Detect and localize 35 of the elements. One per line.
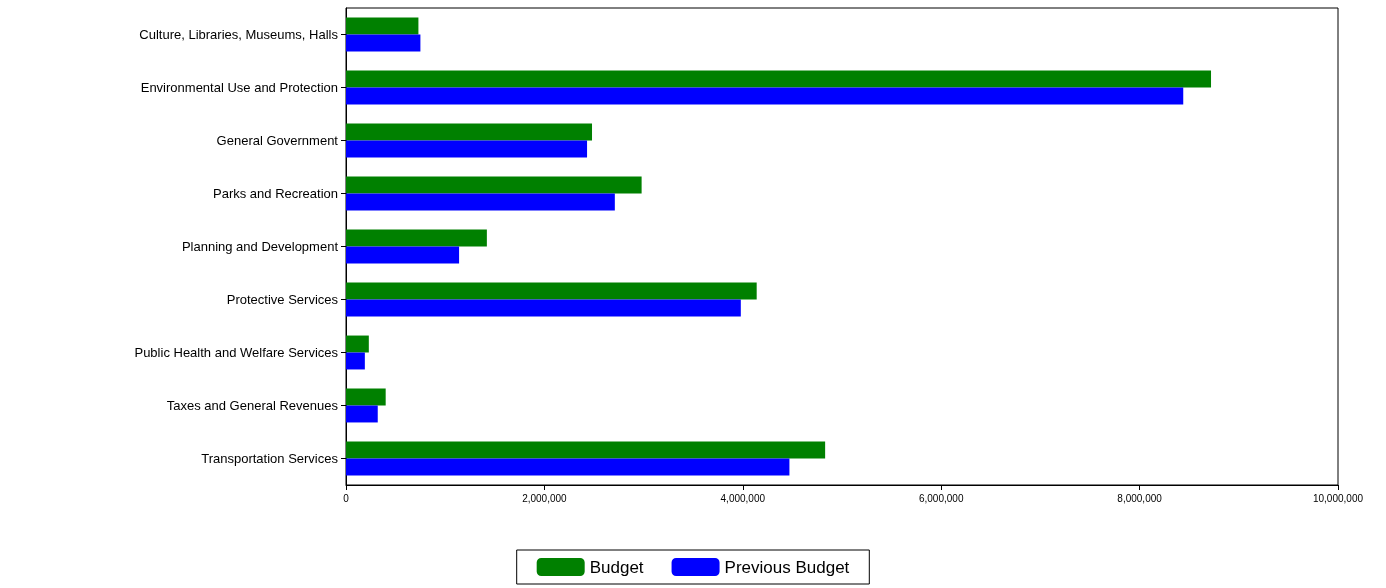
bar xyxy=(346,17,419,35)
y-tick-label: Environmental Use and Protection xyxy=(140,80,338,95)
y-tick-label: Public Health and Welfare Services xyxy=(134,345,339,360)
bar xyxy=(346,70,1212,88)
bar xyxy=(346,87,1184,105)
bar xyxy=(346,229,487,247)
y-tick-label: General Government xyxy=(216,133,339,148)
x-tick-label: 6,000,000 xyxy=(918,492,964,504)
y-tick-label: Parks and Recreation xyxy=(212,186,338,201)
bar xyxy=(346,176,642,194)
y-tick-label: Transportation Services xyxy=(201,451,339,466)
bar xyxy=(346,299,741,317)
x-tick-label: 10,000,000 xyxy=(1312,492,1364,504)
bar xyxy=(346,140,588,158)
bar xyxy=(346,405,378,423)
bar xyxy=(346,388,386,406)
legend-label: Previous Budget xyxy=(724,557,850,577)
y-tick-label: Protective Services xyxy=(226,292,339,307)
legend-label: Budget xyxy=(589,557,644,577)
y-tick-label: Culture, Libraries, Museums, Halls xyxy=(139,27,339,42)
bar xyxy=(346,352,365,370)
y-tick-label: Planning and Development xyxy=(181,239,339,254)
x-tick-label: 4,000,000 xyxy=(720,492,766,504)
bar xyxy=(346,246,460,264)
x-tick-label: 0 xyxy=(343,492,350,504)
bar xyxy=(346,441,826,459)
bar xyxy=(346,193,615,211)
x-tick-label: 8,000,000 xyxy=(1117,492,1163,504)
y-tick-label: Taxes and General Revenues xyxy=(166,398,339,413)
bar xyxy=(346,282,757,300)
bar xyxy=(346,123,593,141)
bar xyxy=(346,458,790,476)
x-tick-label: 2,000,000 xyxy=(522,492,568,504)
bar xyxy=(346,34,421,52)
bar xyxy=(346,335,369,353)
